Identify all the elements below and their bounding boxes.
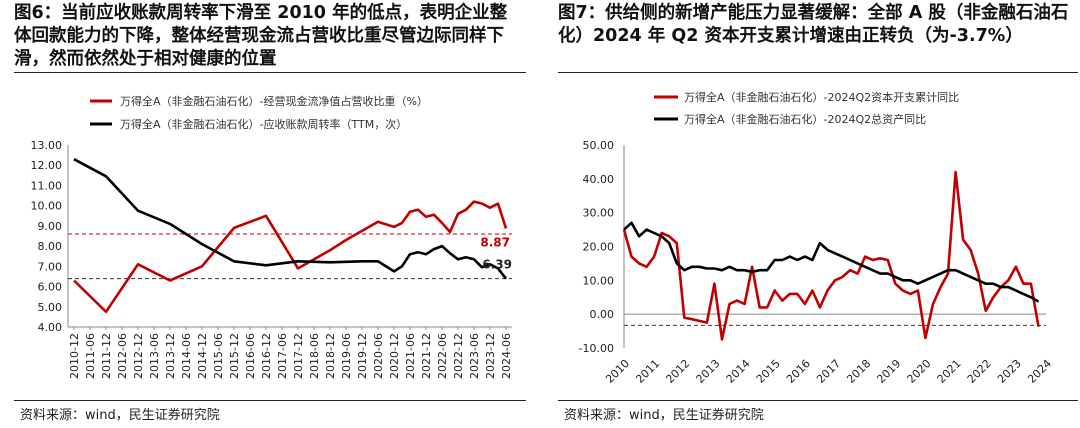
y-tick-label: 10.00 xyxy=(583,274,615,287)
series-line-0 xyxy=(73,200,508,314)
x-tick-label: 2012 xyxy=(663,357,692,386)
x-tick-label: 2010-12 xyxy=(68,333,81,379)
x-tick-label: 2023-12 xyxy=(484,333,497,379)
figure-6-title: 图6：当前应收账款周转率下滑至 2010 年的低点，表明企业整体回款能力的下降，… xyxy=(14,3,508,69)
x-tick-label: 2019-06 xyxy=(340,333,353,379)
x-tick-label: 2022-06 xyxy=(436,333,449,379)
y-tick-label: 20.00 xyxy=(583,241,615,254)
x-tick-label: 2014-12 xyxy=(196,333,209,379)
figure-6-chart: 万得全A（非金融石油石化）-经营现金流净值占营收比重（%） 万得全A（非金融石油石… xyxy=(31,94,514,379)
series-line-1 xyxy=(73,158,508,280)
x-tick-label: 2018-12 xyxy=(324,333,337,379)
y-tick-label: 7.00 xyxy=(38,260,63,273)
legend-label-1: 万得全A（非金融石油石化）-应收账款周转率（TTM，次） xyxy=(120,117,407,131)
y-tick-label: 9.00 xyxy=(38,220,63,233)
legend-label-0: 万得全A（非金融石油石化）-2024Q2资本开支累计同比 xyxy=(684,90,959,104)
legend-label-0: 万得全A（非金融石油石化）-经营现金流净值占营收比重（%） xyxy=(120,94,428,108)
x-tick-label: 2024-06 xyxy=(500,333,513,379)
x-tick-label: 2017-12 xyxy=(292,333,305,379)
figure-6-source-rule xyxy=(14,400,526,401)
x-tick-label: 2023-06 xyxy=(468,333,481,379)
y-tick-label: 5.00 xyxy=(38,301,63,314)
y-tick-label: 8.00 xyxy=(38,240,63,253)
x-tick-label: 2018-06 xyxy=(308,333,321,379)
figure-7-source-rule xyxy=(558,400,1078,401)
figure-7-panel: 图7：供给侧的新增产能压力显著缓解：全部 A 股（非金融石油石化）2024 年 … xyxy=(556,0,1080,428)
x-tick-label: 2015-12 xyxy=(228,333,241,379)
x-tick-label: 2019 xyxy=(874,357,903,386)
x-tick-label: 2012-12 xyxy=(132,333,145,379)
x-tick-label: 2011-06 xyxy=(84,333,97,379)
y-tick-label: 40.00 xyxy=(583,173,615,186)
x-tick-label: 2020-12 xyxy=(388,333,401,379)
y-tick-label: 13.00 xyxy=(31,139,63,152)
x-tick-label: 2011-12 xyxy=(100,333,113,379)
x-tick-label: 2017 xyxy=(814,357,843,386)
figure-7-title: 图7：供给侧的新增产能压力显著缓解：全部 A 股（非金融石油石化）2024 年 … xyxy=(558,3,1069,46)
y-tick-label: 12.00 xyxy=(31,159,63,172)
x-tick-label: 2013 xyxy=(694,357,723,386)
x-tick-label: 2010 xyxy=(603,357,632,386)
x-tick-label: 2014 xyxy=(724,357,753,386)
x-tick-label: 2016-06 xyxy=(244,333,257,379)
x-tick-label: 2023 xyxy=(995,357,1024,386)
x-tick-label: 2022-12 xyxy=(452,333,465,379)
y-tick-label: 50.00 xyxy=(583,139,615,152)
x-tick-label: 2018 xyxy=(844,357,873,386)
series-line-0 xyxy=(622,170,1040,341)
y-tick-label: 30.00 xyxy=(583,207,615,220)
figure-6-title-rule xyxy=(14,72,526,73)
figure-7-source: 资料来源：wind，民生证券研究院 xyxy=(564,408,764,423)
x-tick-label: 2012-06 xyxy=(116,333,129,379)
legend-label-1: 万得全A（非金融石油石化）-2024Q2总资产同比 xyxy=(684,112,926,126)
x-tick-label: 2020-06 xyxy=(372,333,385,379)
x-tick-label: 2022 xyxy=(965,357,994,386)
x-tick-label: 2011 xyxy=(633,357,662,386)
figure-6-source: 资料来源：wind，民生证券研究院 xyxy=(20,408,220,423)
x-tick-label: 2021 xyxy=(935,357,964,386)
x-tick-label: 2014-06 xyxy=(180,333,193,379)
x-tick-label: 2024 xyxy=(1025,357,1054,386)
figure-7-chart: 万得全A（非金融石油石化）-2024Q2资本开支累计同比万得全A（非金融石油石化… xyxy=(579,90,1055,386)
y-tick-label: 11.00 xyxy=(31,179,63,192)
x-tick-label: 2013-06 xyxy=(148,333,161,379)
y-tick-label: 4.00 xyxy=(38,321,63,334)
y-tick-label: 0.00 xyxy=(590,308,615,321)
series-line-1 xyxy=(623,221,1040,303)
figure-6-panel: 图6：当前应收账款周转率下滑至 2010 年的低点，表明企业整体回款能力的下降，… xyxy=(14,3,526,423)
x-tick-label: 2021-06 xyxy=(404,333,417,379)
annotation-last-red: 8.87 xyxy=(480,236,510,250)
x-tick-label: 2019-12 xyxy=(356,333,369,379)
figure-7-title-rule xyxy=(558,72,1078,73)
x-tick-label: 2013-12 xyxy=(164,333,177,379)
x-tick-label: 2016-12 xyxy=(260,333,273,379)
annotation-last-black: 6.39 xyxy=(482,258,512,272)
y-tick-label: 10.00 xyxy=(31,200,63,213)
y-tick-label: 6.00 xyxy=(38,281,63,294)
x-tick-label: 2015-06 xyxy=(212,333,225,379)
x-tick-label: 2015 xyxy=(754,357,783,386)
x-tick-label: 2017-06 xyxy=(276,333,289,379)
y-tick-label: -10.00 xyxy=(579,342,614,355)
x-tick-label: 2016 xyxy=(784,357,813,386)
x-tick-label: 2021-12 xyxy=(420,333,433,379)
x-tick-label: 2020 xyxy=(905,357,934,386)
